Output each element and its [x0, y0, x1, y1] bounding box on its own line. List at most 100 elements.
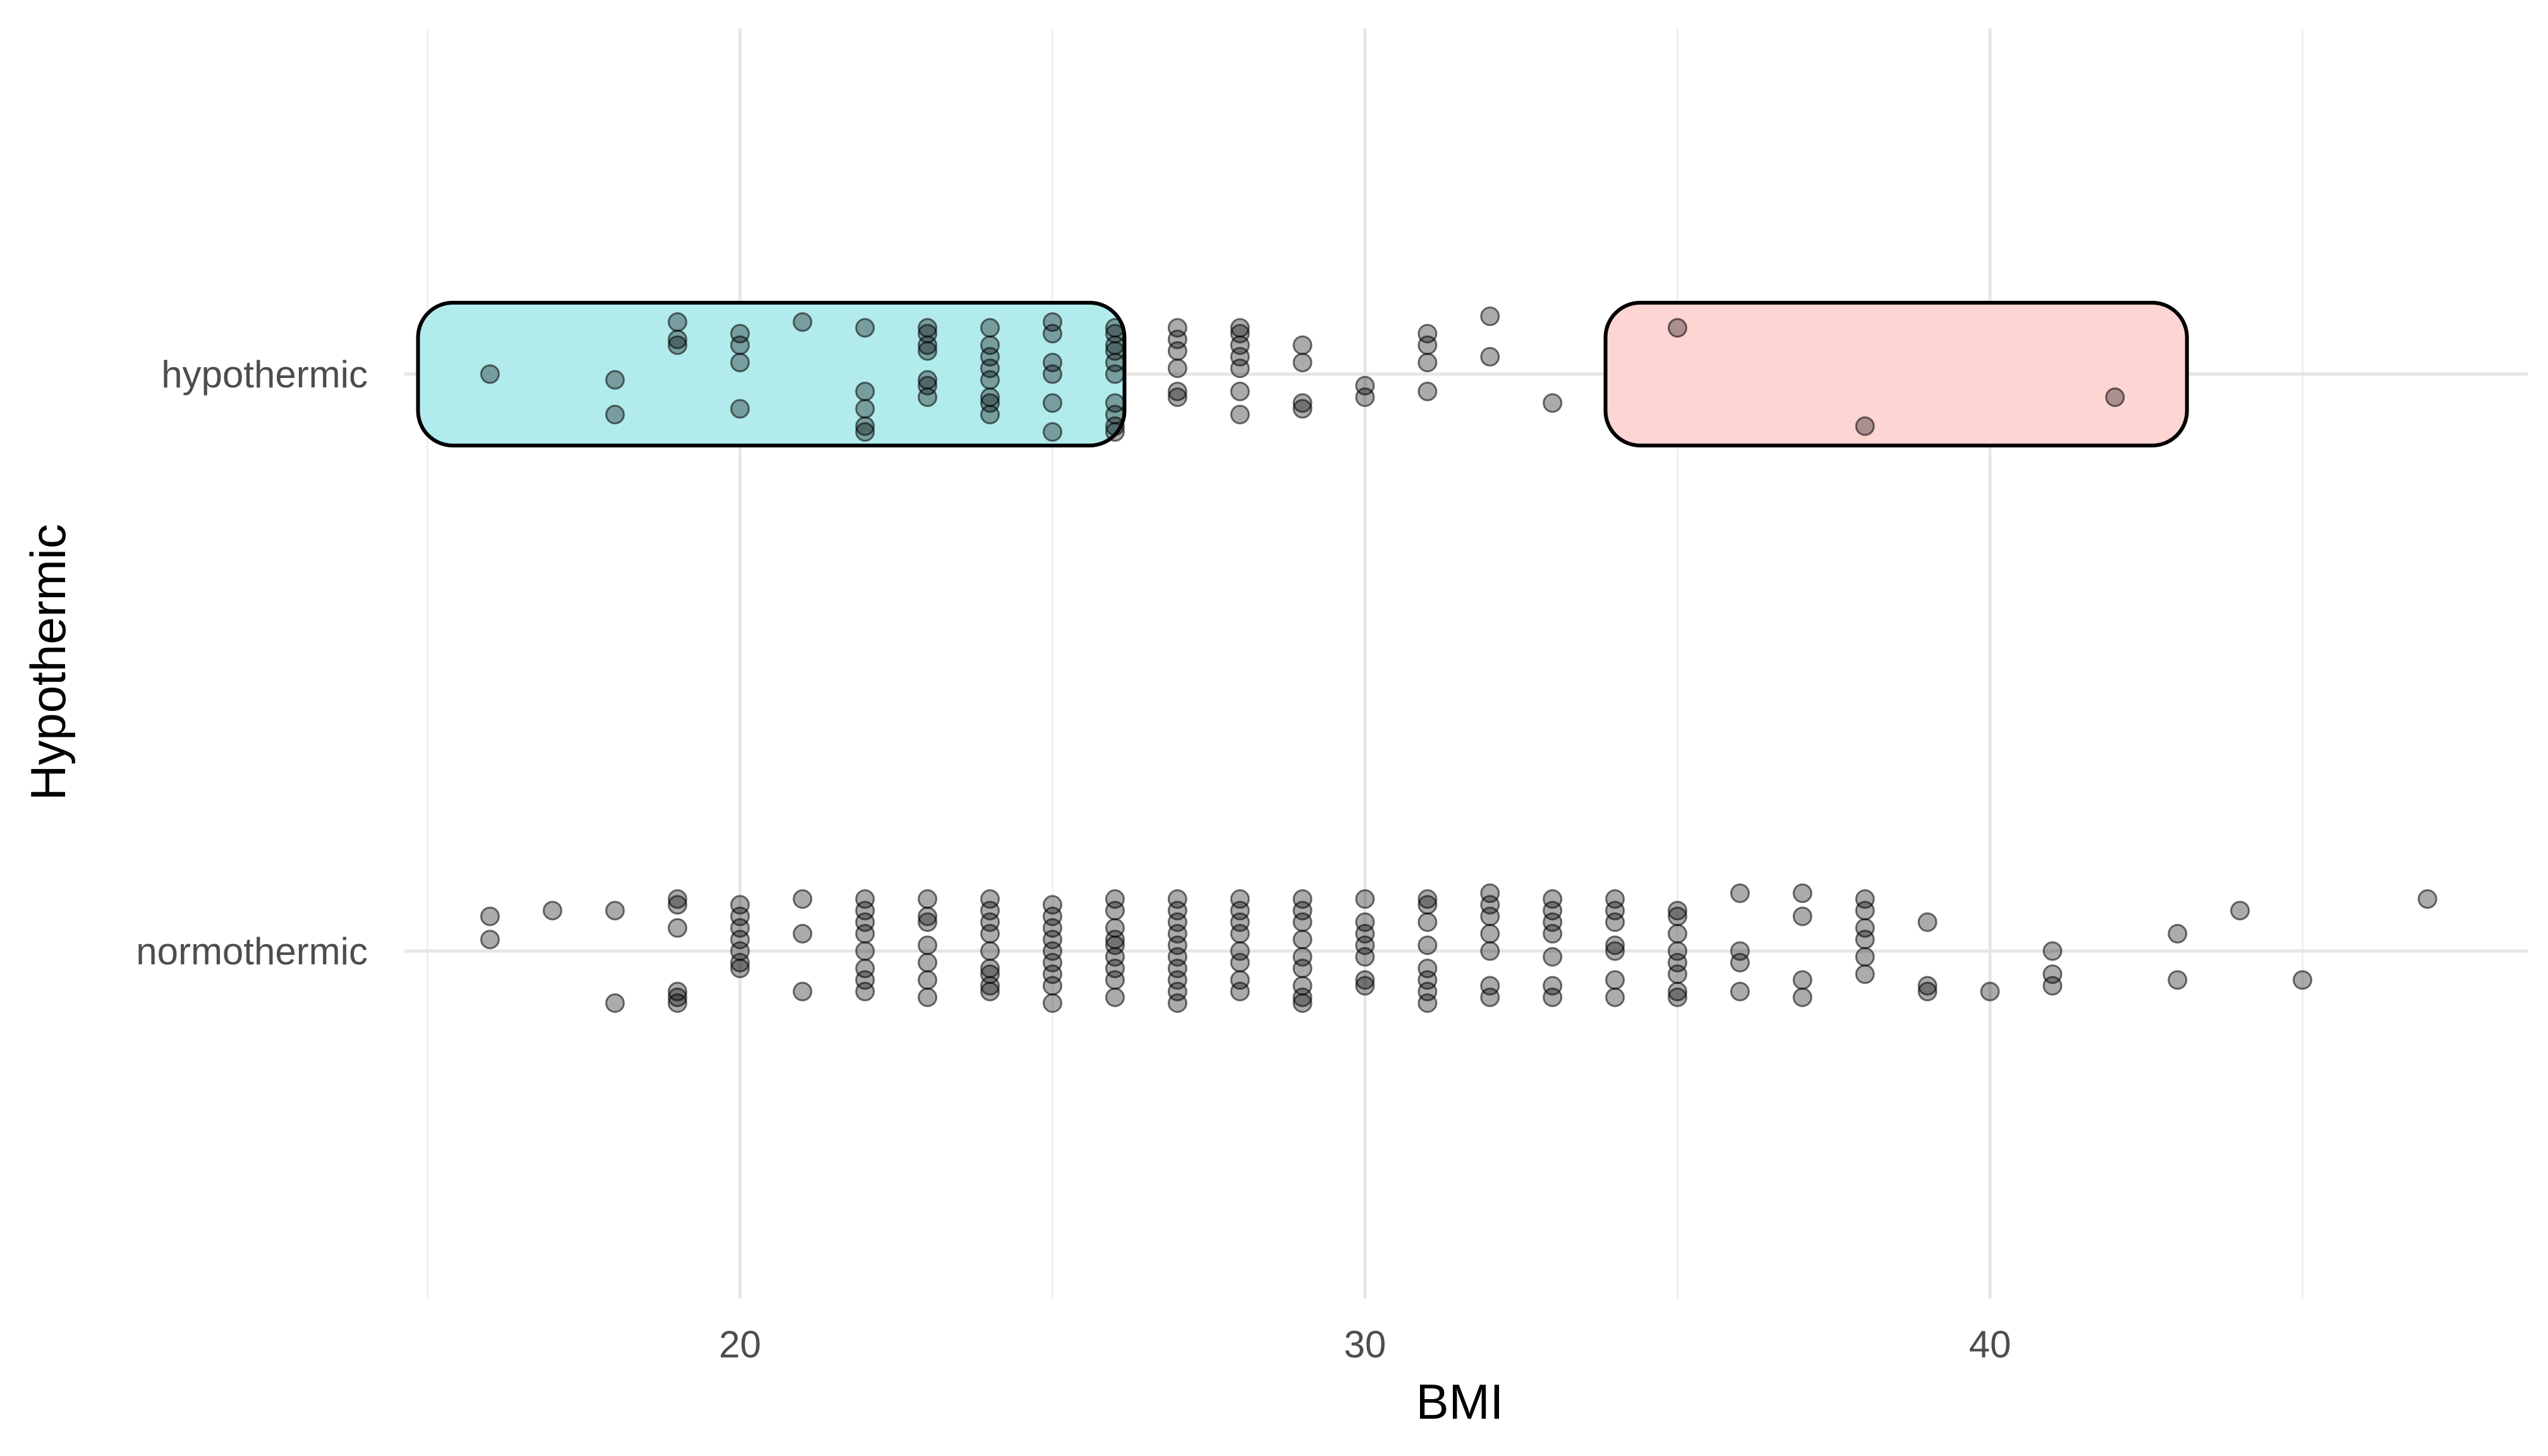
- y-tick-label-normothermic: normothermic: [136, 930, 368, 973]
- data-point: [792, 889, 813, 909]
- y-tick-label-hypothermic: hypothermic: [161, 353, 368, 396]
- data-point: [1417, 335, 1438, 355]
- data-point: [1417, 912, 1438, 932]
- data-point: [980, 370, 1000, 390]
- data-point: [1043, 976, 1062, 996]
- data-point: [730, 958, 750, 978]
- data-point: [730, 335, 750, 355]
- data-point: [2042, 941, 2063, 961]
- data-point: [1668, 906, 1687, 926]
- data-point: [2168, 970, 2188, 990]
- data-point: [480, 364, 500, 384]
- x-axis-title: BMI: [1416, 1374, 1504, 1429]
- data-point: [667, 329, 688, 349]
- data-point: [1167, 341, 1187, 361]
- data-point: [855, 981, 875, 1002]
- data-point: [918, 387, 938, 408]
- data-point: [667, 895, 688, 915]
- data-point: [1917, 981, 1938, 1002]
- data-point: [1543, 987, 1563, 1007]
- data-point: [2293, 970, 2312, 990]
- data-point: [1855, 930, 1875, 950]
- data-point: [1105, 364, 1125, 384]
- data-point: [605, 993, 625, 1013]
- data-point: [980, 941, 1000, 961]
- data-point: [1480, 924, 1500, 944]
- data-point: [1043, 993, 1062, 1013]
- data-point: [1043, 364, 1062, 384]
- data-point: [1917, 976, 1938, 996]
- data-point: [1292, 912, 1313, 932]
- data-point: [1730, 952, 1750, 973]
- data-point: [605, 901, 625, 921]
- data-point: [1292, 353, 1313, 373]
- data-points: [480, 306, 2437, 1013]
- data-point: [855, 416, 875, 436]
- data-point: [605, 370, 625, 390]
- data-point: [605, 404, 625, 425]
- data-point: [1730, 981, 1750, 1002]
- data-point: [1167, 993, 1187, 1013]
- data-point: [667, 335, 688, 355]
- data-point: [1480, 306, 1500, 326]
- data-point: [1480, 347, 1500, 367]
- data-point: [1230, 952, 1250, 973]
- data-point: [1355, 970, 1375, 990]
- data-point: [667, 987, 688, 1007]
- data-point: [542, 901, 562, 921]
- data-point: [1167, 387, 1187, 408]
- data-point: [1292, 393, 1313, 413]
- data-point: [730, 399, 750, 419]
- data-point: [1605, 935, 1625, 956]
- data-point: [667, 889, 688, 909]
- data-point: [1792, 970, 1812, 990]
- data-point: [480, 906, 500, 926]
- data-point: [1917, 912, 1938, 932]
- data-point: [1105, 970, 1125, 990]
- data-point: [2230, 901, 2250, 921]
- data-point: [918, 335, 938, 355]
- data-point: [980, 404, 1000, 425]
- data-point: [1355, 947, 1375, 967]
- highlight-box-2: [1603, 301, 2189, 447]
- data-point: [980, 981, 1000, 1002]
- data-point: [1792, 906, 1812, 926]
- data-point: [1230, 924, 1250, 944]
- data-point: [1167, 381, 1187, 401]
- data-point: [1417, 895, 1438, 915]
- data-point: [1855, 964, 1875, 985]
- data-point: [918, 912, 938, 932]
- x-tick-label: 30: [1344, 1323, 1386, 1366]
- data-point: [667, 993, 688, 1013]
- data-point: [1417, 993, 1438, 1013]
- data-point: [980, 976, 1000, 996]
- data-point: [1105, 987, 1125, 1007]
- data-point: [1417, 353, 1438, 373]
- highlight-box-1: [416, 301, 1127, 447]
- data-point: [855, 399, 875, 419]
- data-point: [1230, 381, 1250, 401]
- data-point: [1605, 970, 1625, 990]
- data-point: [855, 381, 875, 401]
- x-tick-label: 40: [1969, 1323, 2011, 1366]
- data-point: [1480, 906, 1500, 926]
- data-point: [980, 318, 1000, 338]
- data-point: [1605, 987, 1625, 1007]
- data-point: [1417, 381, 1438, 401]
- tick-labels: 20 30 40 hypothermic normothermic: [136, 353, 2011, 1366]
- data-point: [1292, 987, 1313, 1007]
- data-point: [480, 930, 500, 950]
- data-point: [2417, 889, 2437, 909]
- y-axis-title: Hypothermic: [20, 524, 76, 801]
- data-point: [1668, 924, 1687, 944]
- data-point: [730, 952, 750, 973]
- data-point: [2105, 387, 2125, 408]
- gridlines: [404, 28, 2528, 1299]
- data-point: [1230, 404, 1250, 425]
- data-point: [1543, 393, 1563, 413]
- data-point: [1543, 924, 1563, 944]
- data-point: [1792, 883, 1812, 903]
- data-point: [1980, 981, 2000, 1002]
- data-point: [1668, 318, 1687, 338]
- data-point: [1480, 987, 1500, 1007]
